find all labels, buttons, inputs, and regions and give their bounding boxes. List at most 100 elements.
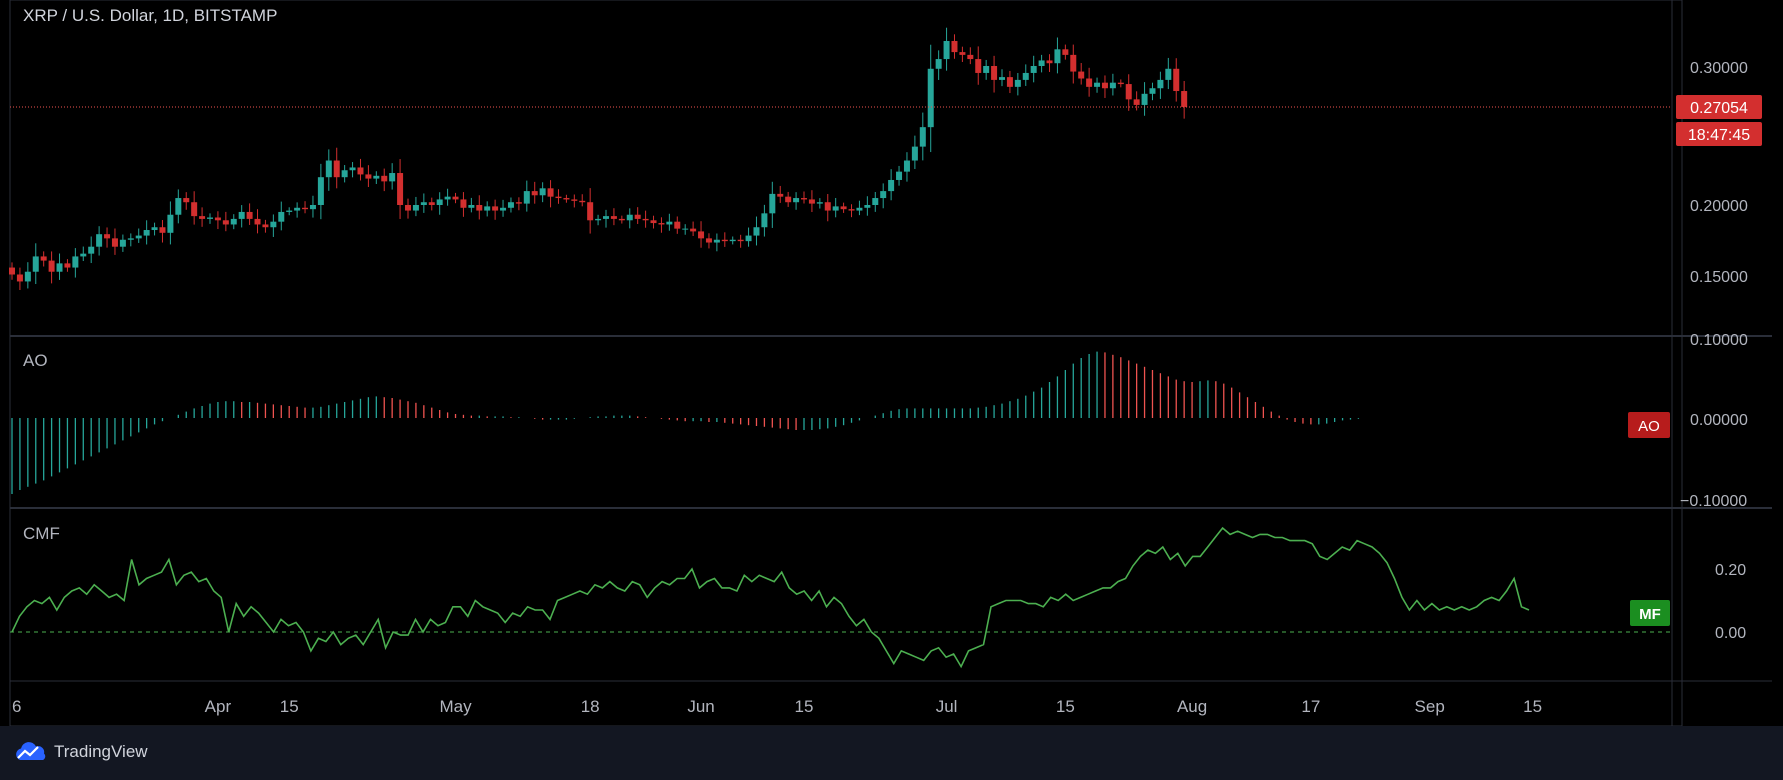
candle-body bbox=[104, 234, 111, 239]
candle-body bbox=[919, 127, 926, 147]
candle-body bbox=[183, 198, 190, 203]
candle-body bbox=[1117, 82, 1124, 85]
candle-body bbox=[80, 253, 87, 257]
candle-body bbox=[428, 202, 435, 205]
candle-body bbox=[357, 167, 364, 175]
price-tick: 0.15000 bbox=[1690, 269, 1748, 286]
candle-body bbox=[119, 239, 126, 247]
candle-body bbox=[230, 218, 237, 225]
candle-body bbox=[753, 227, 760, 236]
candle-body bbox=[492, 206, 499, 211]
candle-body bbox=[452, 196, 459, 200]
candle-body bbox=[96, 234, 103, 247]
candle-body bbox=[460, 199, 467, 208]
candle-body bbox=[317, 177, 324, 205]
candle-body bbox=[959, 52, 966, 55]
candle-body bbox=[896, 171, 903, 180]
candle-body bbox=[1046, 60, 1053, 64]
candle-body bbox=[824, 202, 831, 211]
candle-body bbox=[484, 206, 491, 211]
candle-body bbox=[1030, 66, 1037, 73]
candle-body bbox=[381, 175, 388, 182]
candle-body bbox=[674, 221, 681, 229]
price-tick: 0.30000 bbox=[1690, 60, 1748, 77]
candle-body bbox=[650, 220, 657, 224]
candle-body bbox=[698, 231, 705, 239]
candle-body bbox=[246, 211, 253, 219]
candle-body bbox=[127, 238, 134, 240]
candle-body bbox=[737, 239, 744, 242]
candle-body bbox=[468, 205, 475, 208]
time-axis[interactable]: 6 Apr 15 May 18 Jun 15 Jul 15 Aug 17 Sep 15 bbox=[12, 697, 1542, 716]
time-tick: 6 bbox=[12, 697, 21, 716]
candle-body bbox=[135, 235, 142, 239]
candle-body bbox=[111, 238, 118, 247]
ao-badge[interactable]: AO bbox=[1628, 412, 1670, 438]
candle-body bbox=[159, 227, 166, 233]
candle-body bbox=[1133, 99, 1140, 105]
time-tick: Apr bbox=[205, 697, 232, 716]
cmf-tick: 0.20 bbox=[1715, 562, 1746, 579]
footer-bar: TradingView bbox=[0, 726, 1783, 780]
candle-body bbox=[721, 239, 728, 242]
candle-body bbox=[9, 267, 15, 275]
candle-body bbox=[325, 160, 332, 178]
candle-body bbox=[658, 223, 665, 225]
price-axis[interactable]: 0.30000 0.20000 0.15000 bbox=[1690, 60, 1748, 286]
time-tick: Aug bbox=[1177, 697, 1207, 716]
candle-body bbox=[270, 221, 277, 228]
candle-body bbox=[286, 210, 293, 212]
candle-body bbox=[690, 228, 697, 232]
candle-body bbox=[975, 59, 982, 73]
last-price-badge[interactable]: 0.27054 18:47:45 bbox=[1676, 94, 1762, 146]
ao-axis[interactable]: 0.10000 0.00000 −0.10000 bbox=[1680, 332, 1748, 510]
candle-body bbox=[214, 217, 221, 221]
time-tick: 15 bbox=[795, 697, 814, 716]
candle-body bbox=[397, 173, 404, 205]
candle-body bbox=[729, 239, 736, 242]
candle-body bbox=[785, 196, 792, 203]
candle-body bbox=[365, 174, 372, 179]
candle-body bbox=[682, 228, 689, 230]
candle-body bbox=[618, 218, 625, 221]
candle-body bbox=[222, 220, 229, 225]
chart-title: XRP / U.S. Dollar, 1D, BITSTAMP bbox=[23, 6, 277, 25]
candle-body bbox=[991, 66, 998, 80]
candle-body bbox=[666, 221, 673, 225]
candle-body bbox=[16, 274, 23, 282]
candle-body bbox=[761, 213, 768, 228]
candle-body bbox=[40, 256, 47, 261]
candle-body bbox=[579, 200, 586, 203]
candle-body bbox=[420, 202, 427, 205]
candle-body bbox=[444, 196, 451, 200]
candle-body bbox=[1109, 82, 1116, 89]
candle-body bbox=[1181, 91, 1188, 107]
candle-body bbox=[769, 193, 776, 214]
candle-body bbox=[1157, 79, 1164, 89]
candlestick-series bbox=[9, 27, 1188, 290]
tradingview-logo[interactable]: TradingView bbox=[12, 740, 148, 764]
candle-body bbox=[476, 205, 483, 211]
candle-body bbox=[64, 263, 71, 268]
candle-body bbox=[587, 202, 594, 221]
candle-body bbox=[262, 224, 269, 228]
candle-body bbox=[48, 260, 55, 272]
cmf-line bbox=[11, 526, 1530, 669]
candle-body bbox=[1149, 88, 1156, 94]
candle-body bbox=[927, 68, 934, 128]
time-tick: Sep bbox=[1415, 697, 1445, 716]
candle-body bbox=[563, 198, 570, 200]
cmf-axis[interactable]: 0.20 0.00 bbox=[1715, 562, 1746, 642]
mf-badge-label: MF bbox=[1639, 606, 1661, 623]
candle-body bbox=[911, 146, 918, 161]
mf-badge[interactable]: MF bbox=[1630, 600, 1670, 626]
time-tick: 17 bbox=[1301, 697, 1320, 716]
time-tick: 15 bbox=[1056, 697, 1075, 716]
candle-body bbox=[626, 214, 633, 221]
candle-body bbox=[167, 214, 174, 233]
chart-stage[interactable]: XRP / U.S. Dollar, 1D, BITSTAMP AO CMF 0… bbox=[0, 0, 1783, 726]
candle-body bbox=[595, 218, 602, 221]
ao-badge-label: AO bbox=[1638, 418, 1660, 435]
ao-histogram bbox=[11, 351, 1360, 494]
candle-body bbox=[500, 207, 507, 211]
